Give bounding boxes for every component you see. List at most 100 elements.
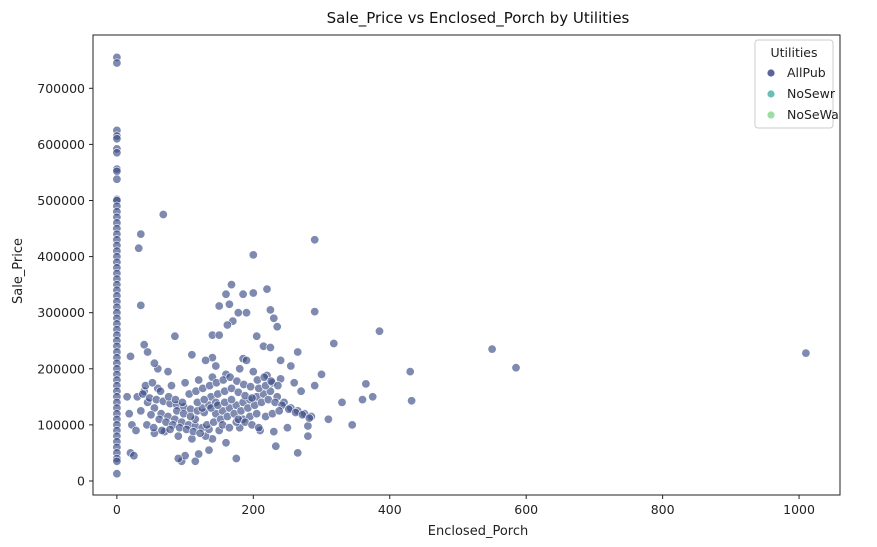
data-point [138, 389, 148, 399]
data-point [139, 340, 149, 350]
data-point [323, 414, 333, 424]
data-point [310, 307, 320, 317]
x-tick-label: 800 [651, 502, 675, 517]
y-tick-label: 400000 [37, 249, 85, 264]
y-tick-label: 700000 [37, 81, 85, 96]
data-point [252, 409, 262, 419]
data-point [167, 381, 177, 391]
data-point [129, 451, 139, 461]
data-point [227, 395, 237, 405]
data-point [282, 423, 292, 433]
data-point [296, 386, 306, 396]
data-point [265, 342, 275, 352]
data-point [310, 235, 320, 245]
data-point [170, 331, 180, 341]
data-point [187, 434, 197, 444]
data-point [227, 280, 237, 290]
data-point [194, 375, 204, 385]
data-point [487, 344, 497, 354]
y-tick-label: 500000 [37, 193, 85, 208]
data-point [112, 148, 122, 158]
x-axis-label: Enclosed_Porch [428, 524, 528, 539]
data-point [194, 449, 204, 459]
data-point [190, 456, 200, 466]
data-point [199, 395, 209, 405]
chart-title: Sale_Price vs Enclosed_Porch by Utilitie… [327, 9, 630, 28]
data-point [269, 427, 279, 437]
data-point [112, 174, 122, 184]
y-tick-label: 300000 [37, 305, 85, 320]
y-tick-label: 200000 [37, 361, 85, 376]
data-point [112, 166, 122, 176]
data-point [173, 431, 183, 441]
data-point [222, 320, 232, 330]
x-tick-label: 200 [241, 502, 265, 517]
data-point [242, 355, 252, 365]
data-point [247, 393, 257, 403]
data-point [224, 299, 234, 309]
data-point [405, 367, 415, 377]
data-point [248, 367, 258, 377]
data-point [201, 355, 211, 365]
plot-frame [92, 34, 841, 496]
data-point [272, 322, 282, 332]
data-point [347, 420, 357, 430]
data-point [293, 347, 303, 357]
data-point [214, 330, 224, 340]
legend-marker [767, 69, 775, 77]
data-point [235, 364, 245, 374]
legend-entry: AllPub [787, 65, 826, 80]
data-point [407, 396, 417, 406]
data-point [204, 445, 214, 455]
data-point [246, 382, 256, 392]
data-point [112, 58, 122, 68]
data-point [224, 423, 234, 433]
data-point [225, 372, 235, 382]
data-point [177, 397, 187, 407]
data-point [136, 300, 146, 310]
data-point [303, 431, 313, 441]
data-point [242, 308, 252, 318]
legend: Utilities AllPub NoSewr NoSeWa [754, 39, 839, 129]
data-point [801, 348, 811, 358]
legend-entry: NoSeWa [787, 107, 839, 122]
x-tick-label: 0 [113, 502, 121, 517]
x-axis: 0 200 400 600 800 1000 [113, 495, 815, 517]
data-point [262, 284, 272, 294]
data-point [289, 378, 299, 388]
data-point [329, 338, 339, 348]
legend-box [754, 39, 834, 129]
data-point [304, 413, 314, 423]
data-point [269, 313, 279, 323]
data-point [195, 428, 205, 438]
y-tick-label: 600000 [37, 137, 85, 152]
data-point [248, 250, 258, 260]
data-point [149, 358, 159, 368]
data-point [146, 410, 156, 420]
data-point [112, 456, 122, 466]
data-point [112, 469, 122, 479]
data-point [214, 301, 224, 311]
data-point [122, 392, 132, 402]
data-point [259, 372, 269, 382]
data-point [254, 423, 264, 433]
data-point [316, 369, 326, 379]
x-tick-label: 600 [514, 502, 538, 517]
points-layer [112, 52, 811, 479]
data-point [149, 423, 159, 433]
data-point [511, 363, 521, 373]
data-point [252, 331, 262, 341]
data-point [357, 395, 367, 405]
y-tick-label: 0 [77, 473, 85, 488]
legend-title: Utilities [770, 45, 817, 60]
legend-entry: NoSewr [787, 86, 836, 101]
data-point [368, 392, 378, 402]
data-point [134, 243, 144, 253]
x-tick-label: 400 [378, 502, 402, 517]
data-point [124, 409, 134, 419]
data-point [147, 378, 157, 388]
data-point [112, 134, 122, 144]
data-point [310, 381, 320, 391]
data-point [187, 350, 197, 360]
